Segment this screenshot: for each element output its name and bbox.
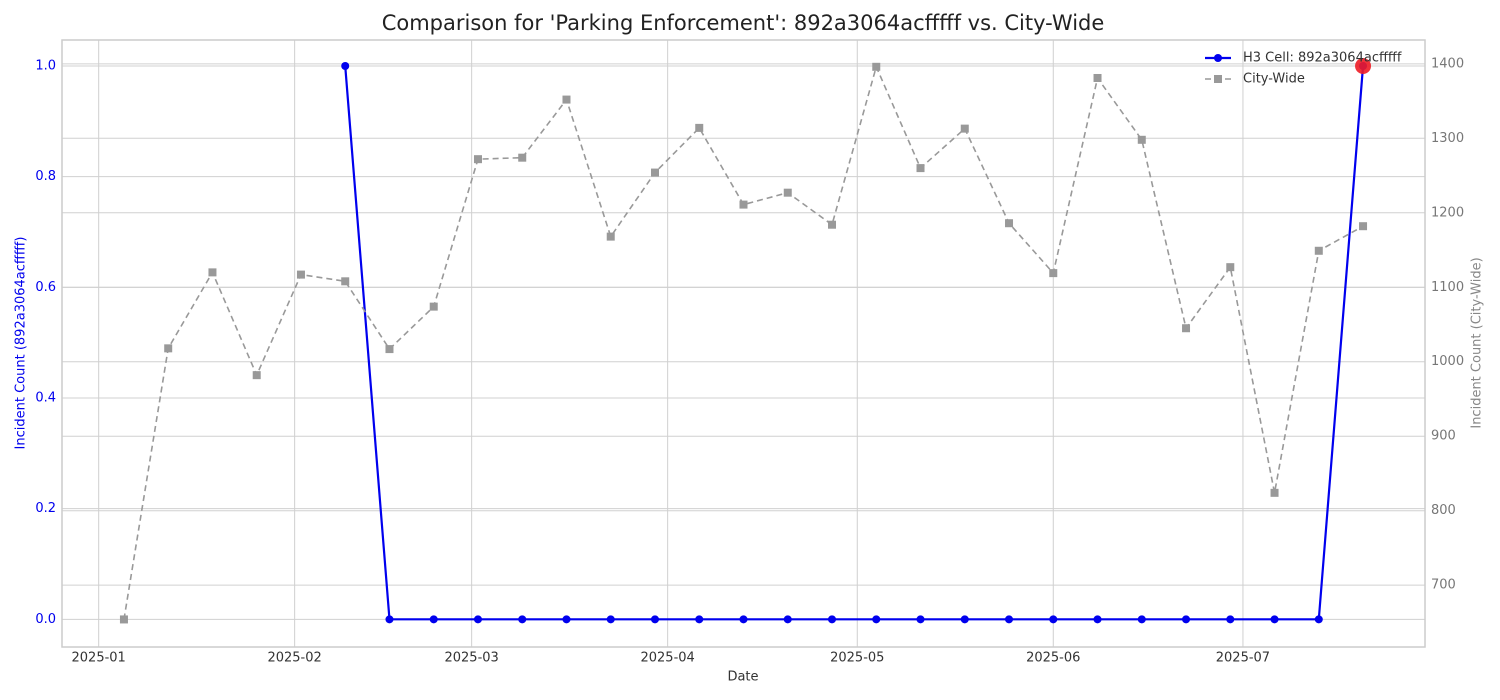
- point: [473, 615, 482, 624]
- y-tick-label: 0.6: [35, 280, 56, 295]
- point: [518, 615, 527, 624]
- point: [783, 615, 792, 624]
- point: [783, 188, 792, 197]
- point: [1137, 615, 1146, 624]
- point: [828, 220, 837, 229]
- y-tick-label: 0.2: [35, 501, 56, 516]
- point: [1005, 219, 1014, 228]
- point: [916, 164, 925, 173]
- point: [518, 153, 527, 162]
- point: [872, 615, 881, 624]
- legend-label: H3 Cell: 892a3064acfffff: [1243, 51, 1402, 66]
- point: [1093, 615, 1102, 624]
- point: [341, 277, 350, 286]
- point: [916, 615, 925, 624]
- y-tick-label: 0.8: [35, 169, 56, 184]
- point: [1314, 246, 1323, 255]
- point: [1270, 488, 1279, 497]
- series-line: [123, 64, 1364, 620]
- chart-title: Comparison for 'Parking Enforcement': 89…: [382, 11, 1105, 35]
- point: [341, 62, 350, 71]
- point: [606, 232, 615, 241]
- y2-tick-label: 1000: [1431, 354, 1464, 369]
- x-axis-label: Date: [727, 670, 758, 685]
- point: [650, 615, 659, 624]
- point: [695, 123, 704, 132]
- point: [1359, 222, 1368, 231]
- y2-tick-label: 1400: [1431, 56, 1464, 71]
- plot-frame: [61, 39, 1426, 648]
- point: [385, 345, 394, 354]
- point: [828, 615, 837, 624]
- highlight-point: [1355, 58, 1372, 75]
- x-tick-label: 2025-07: [1216, 651, 1270, 666]
- point: [1137, 135, 1146, 144]
- x-tick-label: 2025-05: [830, 651, 884, 666]
- legend-marker: [1214, 75, 1222, 83]
- x-tick-label: 2025-02: [267, 651, 321, 666]
- point: [164, 344, 173, 353]
- point: [1093, 73, 1102, 82]
- point: [562, 615, 571, 624]
- x-tick-label: 2025-01: [72, 651, 126, 666]
- point: [1226, 263, 1235, 272]
- point: [429, 302, 438, 311]
- point: [296, 270, 305, 279]
- legend-label: City-Wide: [1243, 72, 1305, 87]
- y2-tick-label: 700: [1431, 578, 1456, 593]
- point: [650, 168, 659, 177]
- series-line: [344, 65, 1365, 621]
- point: [562, 95, 571, 104]
- y-tick-label: 1.0: [35, 59, 56, 74]
- y2-axis-label: Incident Count (City-Wide): [1470, 257, 1485, 428]
- x-tick-label: 2025-04: [640, 651, 694, 666]
- point: [695, 615, 704, 624]
- x-tick-label: 2025-06: [1026, 651, 1080, 666]
- point: [119, 615, 128, 624]
- y2-tick-label: 1100: [1431, 280, 1464, 295]
- point: [473, 155, 482, 164]
- point: [960, 615, 969, 624]
- legend-marker: [1214, 54, 1222, 62]
- point: [606, 615, 615, 624]
- point: [1182, 324, 1191, 333]
- y2-tick-label: 900: [1431, 429, 1456, 444]
- point: [1314, 615, 1323, 624]
- point: [1182, 615, 1191, 624]
- point: [1270, 615, 1279, 624]
- point: [1226, 615, 1235, 624]
- point: [872, 62, 881, 71]
- y-axis-label: Incident Count (892a3064acfffff): [14, 237, 29, 450]
- y-tick-label: 0.4: [35, 391, 56, 406]
- point: [739, 200, 748, 209]
- point: [960, 124, 969, 133]
- y2-tick-label: 1300: [1431, 131, 1464, 146]
- point: [429, 615, 438, 624]
- point: [385, 615, 394, 624]
- point: [208, 268, 217, 277]
- point: [252, 371, 261, 380]
- y-tick-label: 0.0: [35, 612, 56, 627]
- point: [1005, 615, 1014, 624]
- point: [1049, 269, 1058, 278]
- y2-tick-label: 800: [1431, 503, 1456, 518]
- y2-tick-label: 1200: [1431, 205, 1464, 220]
- point: [1049, 615, 1058, 624]
- x-tick-label: 2025-03: [444, 651, 498, 666]
- point: [739, 615, 748, 624]
